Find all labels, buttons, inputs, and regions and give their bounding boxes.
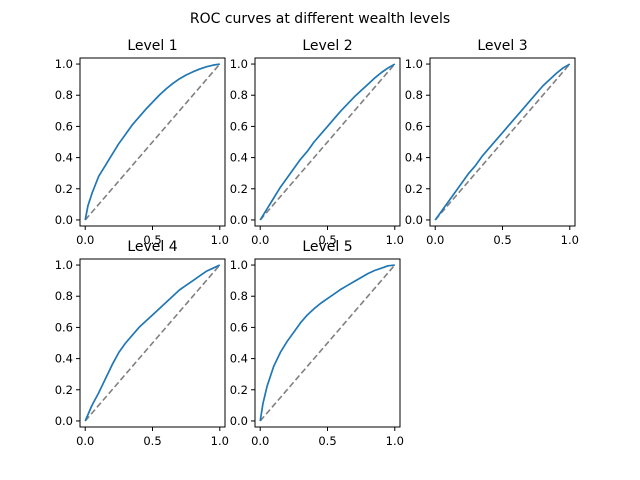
y-tick-label: 1.0 (55, 258, 73, 272)
y-tick-label: 1.0 (230, 57, 248, 71)
y-tick-label: 0.6 (55, 320, 73, 334)
y-tick-label: 0.2 (55, 383, 73, 397)
y-tick-label: 1.0 (405, 57, 423, 71)
subplot-title: Level 5 (302, 239, 352, 255)
figure-suptitle: ROC curves at different wealth levels (190, 11, 450, 27)
y-tick-label: 0.8 (55, 88, 73, 102)
chance-diagonal (259, 264, 396, 422)
y-tick-label: 1.0 (230, 258, 248, 272)
y-tick-label: 0.2 (230, 383, 248, 397)
roc-curve (259, 264, 395, 422)
y-tick-label: 0.0 (230, 414, 248, 428)
chance-diagonal (259, 63, 396, 221)
y-tick-label: 0.2 (405, 182, 423, 196)
x-tick-label: 0.5 (143, 233, 161, 247)
y-tick-label: 0.2 (230, 182, 248, 196)
subplot-5: 0.0 0.5 1.0 0.0 0.2 0.4 0.6 0.8 1.0 Level 5 (230, 239, 404, 448)
subplot-3: 0.0 0.5 1.0 0.0 0.2 0.4 0.6 0.8 1.0 Level 3 (405, 38, 579, 247)
x-tick-label: 0.5 (318, 434, 336, 448)
y-tick-label: 0.6 (230, 320, 248, 334)
x-tick-label: 0.0 (251, 233, 269, 247)
x-tick-label: 0.5 (493, 233, 511, 247)
y-tick-label: 0.4 (230, 352, 248, 366)
y-tick-label: 0.4 (230, 151, 248, 165)
roc-curve (259, 63, 396, 221)
x-tick-label: 0.5 (143, 434, 161, 448)
subplot-title: Level 2 (302, 38, 352, 54)
y-tick-label: 0.4 (55, 151, 73, 165)
x-tick-label: 0.0 (76, 233, 94, 247)
roc-curve (434, 63, 571, 221)
subplot-2: 0.0 0.5 1.0 0.0 0.2 0.4 0.6 0.8 1.0 Level 2 (230, 38, 404, 247)
y-tick-label: 0.8 (55, 289, 73, 303)
subplot-title: Level 3 (477, 38, 527, 54)
subplot-title: Level 1 (127, 38, 177, 54)
x-tick-label: 1.0 (211, 434, 229, 448)
y-tick-label: 0.0 (55, 213, 73, 227)
roc-curve (84, 264, 221, 422)
y-tick-label: 0.0 (55, 414, 73, 428)
x-tick-label: 0.5 (318, 233, 336, 247)
y-tick-label: 0.8 (230, 289, 248, 303)
x-tick-label: 0.0 (76, 434, 94, 448)
y-tick-label: 0.6 (230, 119, 248, 133)
y-tick-label: 0.6 (405, 119, 423, 133)
y-tick-label: 0.8 (230, 88, 248, 102)
x-tick-label: 1.0 (386, 233, 404, 247)
y-tick-label: 0.4 (405, 151, 423, 165)
chance-diagonal (84, 264, 221, 422)
chance-diagonal (84, 63, 221, 221)
subplot-4: 0.0 0.5 1.0 0.0 0.2 0.4 0.6 0.8 1.0 Level 4 (55, 239, 229, 448)
x-tick-label: 1.0 (561, 233, 579, 247)
y-tick-label: 0.0 (405, 213, 423, 227)
chance-diagonal (434, 63, 571, 221)
y-tick-label: 0.6 (55, 119, 73, 133)
y-tick-label: 0.4 (55, 352, 73, 366)
y-tick-label: 0.2 (55, 182, 73, 196)
x-tick-label: 0.0 (426, 233, 444, 247)
subplot-1: 0.0 0.5 1.0 0.0 0.2 0.4 0.6 0.8 1.0 Level 1 (55, 38, 229, 247)
x-tick-label: 0.0 (251, 434, 269, 448)
y-tick-label: 0.0 (230, 213, 248, 227)
x-tick-label: 1.0 (211, 233, 229, 247)
roc-curve (84, 63, 220, 221)
y-tick-label: 0.8 (405, 88, 423, 102)
x-tick-label: 1.0 (386, 434, 404, 448)
subplot-title: Level 4 (127, 239, 177, 255)
y-tick-label: 1.0 (55, 57, 73, 71)
